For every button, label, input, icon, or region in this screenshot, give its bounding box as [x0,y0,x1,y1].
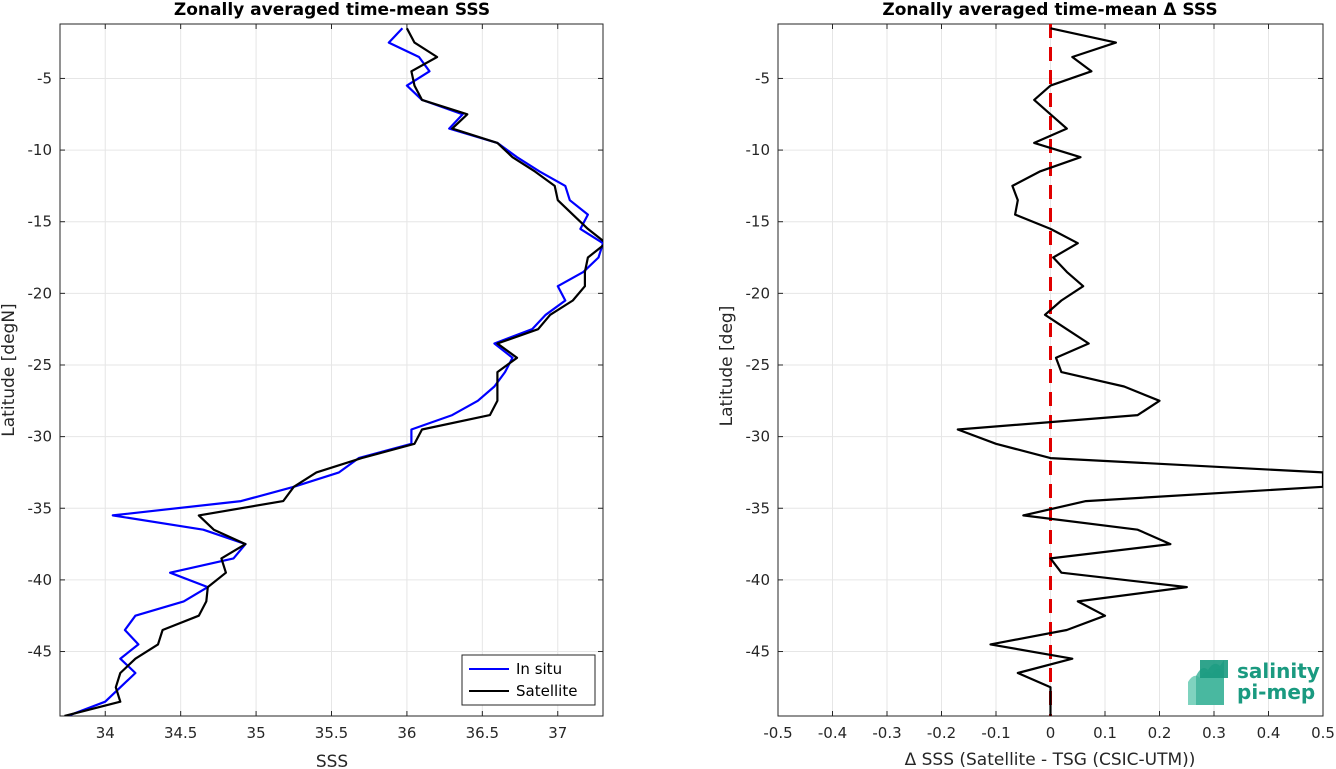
series-line-delta-sss [956,27,1323,716]
y-tick-label: -40 [746,571,771,589]
y-tick-label: -25 [28,356,53,374]
x-tick-label: -0.1 [981,724,1010,742]
chart-left-ticks: 34 34.5 35 35.5 36 36.5 37 -5 -10 -15 -20 -25 -30 -35… [28,24,603,742]
legend-label-satellite: Satellite [516,682,577,700]
series-line-in-situ [67,27,603,716]
chart-left-grid [60,24,603,716]
y-tick-label: -45 [746,643,771,661]
salinity-pi-mep-logo: salinity pi-mep [1188,659,1320,705]
y-tick-label: -10 [28,141,53,159]
legend-box [461,654,596,706]
y-tick-label: -35 [28,499,53,517]
x-tick-label: -0.3 [872,724,901,742]
x-tick-label: 0.2 [1148,724,1172,742]
x-tick-label: 35.5 [315,724,348,742]
x-tick-label: 35 [247,724,266,742]
logo-text-line2: pi-mep [1237,680,1315,704]
x-tick-label: 36.5 [466,724,499,742]
y-tick-label: -10 [746,141,771,159]
legend: In situ Satellite [461,654,596,706]
chart-left-title: Zonally averaged time-mean SSS [174,0,490,20]
logo-text-line1: salinity [1237,659,1320,683]
x-tick-label: 34 [96,724,115,742]
x-tick-label: 34.5 [164,724,197,742]
chart-left-xlabel: SSS [316,752,348,769]
y-tick-label: -30 [746,428,771,446]
x-tick-label: 0.1 [1093,724,1117,742]
chart-right-series [956,27,1323,716]
y-tick-label: -5 [755,69,770,87]
y-tick-label: -40 [28,571,53,589]
y-tick-label: -25 [746,356,771,374]
chart-left: Zonally averaged time-mean SSS 34 34.5 35 3… [0,0,604,769]
x-tick-label: 37 [548,724,567,742]
chart-right-xlabel: Δ SSS (Satellite - TSG (CSIC-UTM)) [905,750,1196,769]
x-tick-label: 0.5 [1311,724,1335,742]
x-tick-label: -0.2 [927,724,956,742]
y-tick-label: -5 [37,69,52,87]
y-tick-label: -30 [28,428,53,446]
logo-waves-icon [1188,660,1228,705]
chart-right: Zonally averaged time-mean Δ SSS -0.5 -0.… [717,0,1335,769]
y-tick-label: -20 [746,284,771,302]
x-tick-label: -0.4 [818,724,847,742]
chart-left-ylabel: Latitude [degN] [0,303,19,436]
x-tick-label: 0 [1046,724,1056,742]
series-line-satellite [64,27,603,716]
x-tick-label: -0.5 [763,724,792,742]
x-tick-label: 36 [397,724,416,742]
y-tick-label: -35 [746,499,771,517]
x-tick-label: 0.4 [1257,724,1281,742]
chart-left-series [64,27,603,716]
chart-right-title: Zonally averaged time-mean Δ SSS [882,0,1217,20]
chart-right-ylabel: Latitude [deg] [717,306,737,427]
x-tick-label: 0.3 [1202,724,1226,742]
y-tick-label: -15 [746,213,771,231]
chart-right-ticks: -0.5 -0.4 -0.3 -0.2 -0.1 0 0.1 0.2 0.3 0.4 0.5 -5 -1… [746,24,1335,742]
y-tick-label: -45 [28,643,53,661]
legend-label-in-situ: In situ [516,660,562,678]
y-tick-label: -15 [28,213,53,231]
y-tick-label: -20 [28,284,53,302]
